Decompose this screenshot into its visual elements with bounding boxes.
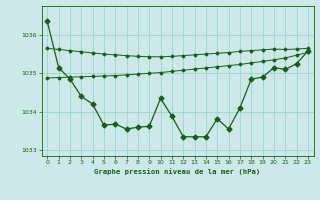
X-axis label: Graphe pression niveau de la mer (hPa): Graphe pression niveau de la mer (hPa): [94, 168, 261, 175]
